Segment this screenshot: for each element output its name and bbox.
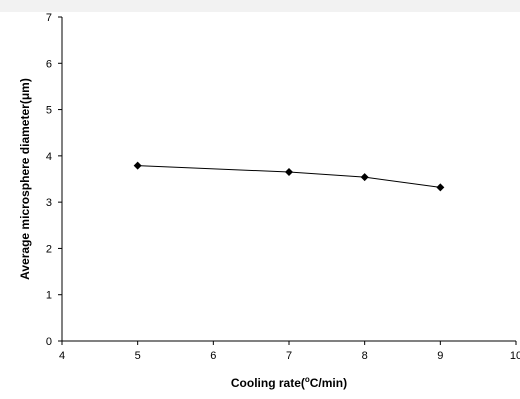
x-tick-label: 10 bbox=[510, 350, 520, 362]
background-stripe bbox=[0, 0, 520, 12]
y-tick-label: 1 bbox=[46, 290, 52, 302]
x-tick-label: 9 bbox=[437, 350, 443, 362]
data-point-marker bbox=[436, 183, 445, 192]
plot-area: 4 5 6 7 8 9 10 0 1 2 3 4 5 6 7 bbox=[46, 12, 520, 362]
x-axis-title-after: C/min) bbox=[310, 376, 347, 390]
x-tick-label: 8 bbox=[362, 350, 368, 362]
x-tick-label: 5 bbox=[135, 350, 141, 362]
data-point-marker bbox=[133, 161, 142, 170]
x-tick-label: 4 bbox=[59, 350, 65, 362]
x-axis-title-degree: o bbox=[305, 375, 310, 384]
data-point-marker bbox=[285, 168, 293, 177]
y-tick-label: 2 bbox=[46, 243, 52, 255]
y-tick-label: 3 bbox=[46, 197, 52, 209]
y-tick-label: 0 bbox=[46, 336, 52, 348]
x-tick-label: 6 bbox=[210, 350, 216, 362]
x-tick-label: 7 bbox=[286, 350, 292, 362]
y-axis-ticks: 0 1 2 3 4 5 6 7 bbox=[46, 12, 62, 348]
series-line bbox=[137, 165, 441, 188]
x-axis-ticks: 4 5 6 7 8 9 10 bbox=[59, 341, 520, 362]
y-axis-title: Average microsphere diameter(μm) bbox=[18, 78, 32, 280]
y-tick-label: 6 bbox=[46, 58, 52, 70]
y-tick-label: 5 bbox=[46, 105, 52, 117]
y-tick-label: 7 bbox=[46, 12, 52, 24]
x-axis-title: Cooling rate(oC/min) bbox=[231, 375, 347, 390]
y-tick-label: 4 bbox=[46, 151, 52, 163]
data-point-marker bbox=[360, 173, 369, 182]
x-axis-title-before: Cooling rate( bbox=[231, 376, 305, 390]
series-layer bbox=[133, 161, 445, 192]
